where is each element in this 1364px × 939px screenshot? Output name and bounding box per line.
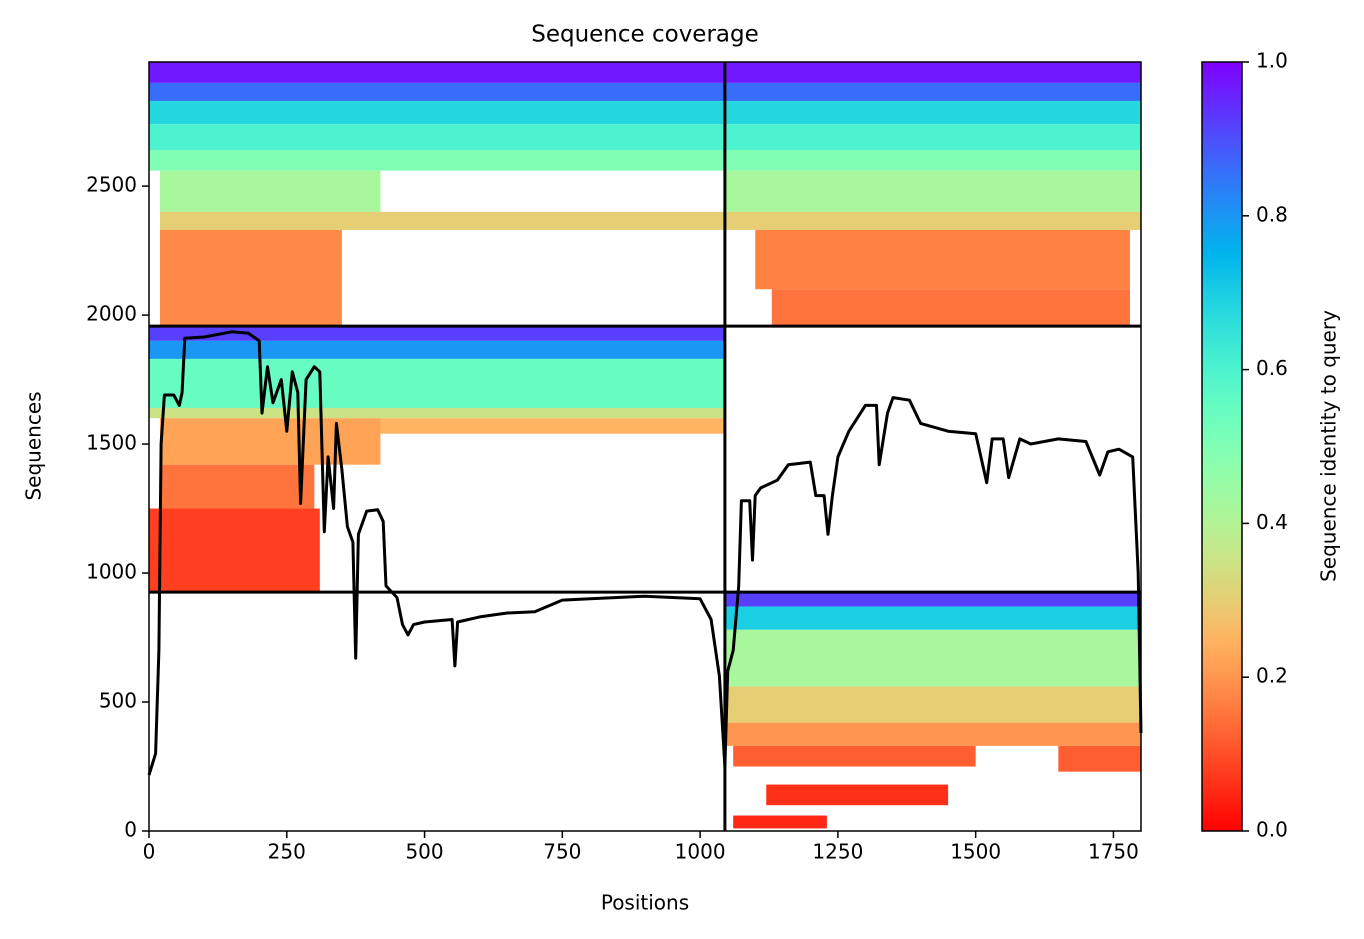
- coverage-cell: [724, 686, 1141, 723]
- x-tick-label: 250: [268, 840, 306, 864]
- x-tick-label: 0: [143, 840, 156, 864]
- coverage-cell: [160, 418, 381, 465]
- colorbar-tick-label: 1.0: [1256, 49, 1288, 73]
- plot-frame: [148, 61, 1142, 832]
- coverage-cell: [724, 170, 1141, 212]
- coverage-cell: [149, 149, 1141, 171]
- coverage-cell: [733, 815, 827, 829]
- y-axis-label: Sequences: [22, 391, 46, 500]
- y-tick-label: 1500: [86, 431, 137, 455]
- coverage-cell: [160, 211, 1141, 230]
- colorbar-tick-label: 0.2: [1256, 664, 1288, 688]
- colorbar-tick-label: 0.6: [1256, 356, 1288, 380]
- coverage-cell: [149, 82, 1141, 101]
- coverage-cell: [149, 358, 725, 408]
- coverage-cell: [755, 229, 1130, 290]
- coverage-cell: [149, 124, 1141, 150]
- colorbar-label: Sequence identity to query: [1317, 310, 1341, 582]
- coverage-cell: [724, 606, 1141, 630]
- colorbar-tick-label: 0.4: [1256, 510, 1288, 534]
- x-tick-label: 750: [543, 840, 581, 864]
- coverage-cell: [380, 418, 725, 434]
- y-tick-label: 0: [124, 818, 137, 842]
- y-tick-label: 500: [99, 689, 137, 713]
- coverage-cell: [771, 289, 1130, 327]
- x-tick-label: 1250: [812, 840, 863, 864]
- colorbar: [1201, 61, 1243, 832]
- colorbar-tick-label: 0.0: [1256, 818, 1288, 842]
- x-tick-label: 500: [405, 840, 443, 864]
- coverage-cell: [766, 784, 949, 806]
- coverage-cell: [733, 745, 976, 767]
- x-tick-label: 1750: [1088, 840, 1139, 864]
- y-tick-label: 1000: [86, 560, 137, 584]
- coverage-cell: [724, 592, 1141, 607]
- colorbar-tick-label: 0.8: [1256, 202, 1288, 226]
- coverage-cell: [160, 170, 381, 212]
- coverage-cell: [724, 722, 1141, 746]
- y-tick-label: 2000: [86, 302, 137, 326]
- coverage-cell: [160, 229, 342, 327]
- coverage-cell: [149, 508, 320, 593]
- coverage-cell: [724, 629, 1141, 687]
- coverage-cell: [149, 340, 725, 359]
- coverage-cell: [149, 62, 1141, 83]
- coverage-cell: [160, 464, 315, 509]
- coverage-line: [147, 330, 1143, 776]
- coverage-cell: [149, 100, 1141, 125]
- y-tick-label: 2500: [86, 173, 137, 197]
- x-tick-label: 1000: [675, 840, 726, 864]
- x-tick-label: 1500: [950, 840, 1001, 864]
- coverage-cell: [1058, 745, 1141, 772]
- coverage-cell: [149, 326, 725, 341]
- chart-title: Sequence coverage: [531, 22, 759, 48]
- coverage-cell: [149, 407, 725, 419]
- x-axis-label: Positions: [601, 891, 689, 915]
